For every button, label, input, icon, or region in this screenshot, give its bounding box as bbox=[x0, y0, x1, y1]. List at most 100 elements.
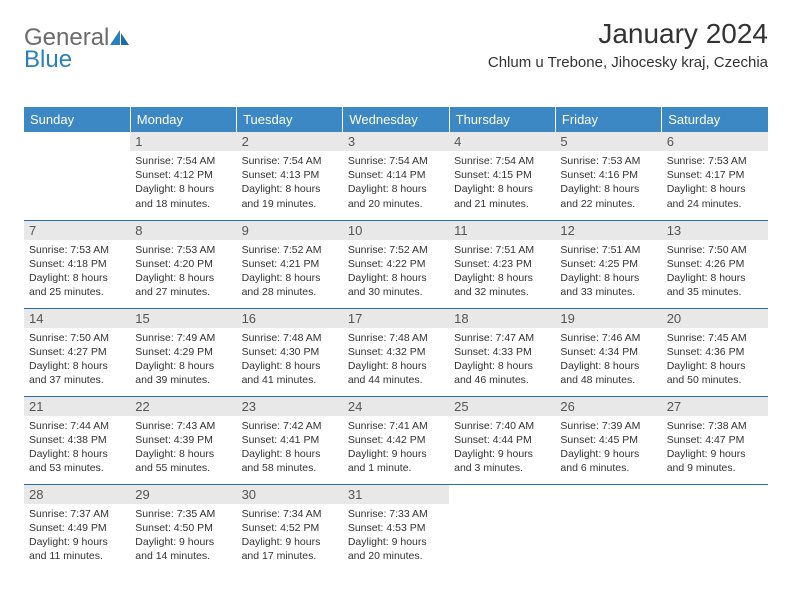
day-body: Sunrise: 7:40 AMSunset: 4:44 PMDaylight:… bbox=[449, 416, 555, 481]
page-header: General January 2024 Chlum u Trebone, Ji… bbox=[24, 18, 768, 75]
day-number: 20 bbox=[662, 309, 768, 328]
day-body: Sunrise: 7:48 AMSunset: 4:32 PMDaylight:… bbox=[343, 328, 449, 393]
calendar-cell: 31Sunrise: 7:33 AMSunset: 4:53 PMDayligh… bbox=[343, 484, 449, 572]
dow-header: Sunday bbox=[24, 107, 130, 132]
day-number: 30 bbox=[237, 485, 343, 504]
day-body: Sunrise: 7:44 AMSunset: 4:38 PMDaylight:… bbox=[24, 416, 130, 481]
day-number: 13 bbox=[662, 221, 768, 240]
logo-blue-row: Blue bbox=[24, 46, 72, 74]
calendar-cell: 23Sunrise: 7:42 AMSunset: 4:41 PMDayligh… bbox=[237, 396, 343, 484]
calendar-cell: 24Sunrise: 7:41 AMSunset: 4:42 PMDayligh… bbox=[343, 396, 449, 484]
day-body: Sunrise: 7:39 AMSunset: 4:45 PMDaylight:… bbox=[555, 416, 661, 481]
calendar-cell: 13Sunrise: 7:50 AMSunset: 4:26 PMDayligh… bbox=[662, 220, 768, 308]
calendar-week: 21Sunrise: 7:44 AMSunset: 4:38 PMDayligh… bbox=[24, 396, 768, 484]
day-number: 16 bbox=[237, 309, 343, 328]
dow-row: SundayMondayTuesdayWednesdayThursdayFrid… bbox=[24, 107, 768, 132]
calendar-cell: 21Sunrise: 7:44 AMSunset: 4:38 PMDayligh… bbox=[24, 396, 130, 484]
day-number: 26 bbox=[555, 397, 661, 416]
day-body: Sunrise: 7:52 AMSunset: 4:22 PMDaylight:… bbox=[343, 240, 449, 305]
calendar-cell: 29Sunrise: 7:35 AMSunset: 4:50 PMDayligh… bbox=[130, 484, 236, 572]
calendar-week: 14Sunrise: 7:50 AMSunset: 4:27 PMDayligh… bbox=[24, 308, 768, 396]
day-body: Sunrise: 7:42 AMSunset: 4:41 PMDaylight:… bbox=[237, 416, 343, 481]
day-number: 2 bbox=[237, 132, 343, 151]
day-body: Sunrise: 7:54 AMSunset: 4:14 PMDaylight:… bbox=[343, 151, 449, 216]
day-number: 15 bbox=[130, 309, 236, 328]
day-number: 21 bbox=[24, 397, 130, 416]
day-number: 22 bbox=[130, 397, 236, 416]
day-number: 25 bbox=[449, 397, 555, 416]
calendar-cell: 12Sunrise: 7:51 AMSunset: 4:25 PMDayligh… bbox=[555, 220, 661, 308]
calendar-cell: 4Sunrise: 7:54 AMSunset: 4:15 PMDaylight… bbox=[449, 132, 555, 220]
day-number: 24 bbox=[343, 397, 449, 416]
calendar-week: 28Sunrise: 7:37 AMSunset: 4:49 PMDayligh… bbox=[24, 484, 768, 572]
day-number: 12 bbox=[555, 221, 661, 240]
day-body: Sunrise: 7:48 AMSunset: 4:30 PMDaylight:… bbox=[237, 328, 343, 393]
day-body: Sunrise: 7:49 AMSunset: 4:29 PMDaylight:… bbox=[130, 328, 236, 393]
dow-header: Saturday bbox=[662, 107, 768, 132]
day-body: Sunrise: 7:35 AMSunset: 4:50 PMDaylight:… bbox=[130, 504, 236, 569]
day-number: 18 bbox=[449, 309, 555, 328]
logo-sail-icon bbox=[109, 28, 131, 46]
day-body: Sunrise: 7:43 AMSunset: 4:39 PMDaylight:… bbox=[130, 416, 236, 481]
day-number: 14 bbox=[24, 309, 130, 328]
calendar-cell: 30Sunrise: 7:34 AMSunset: 4:52 PMDayligh… bbox=[237, 484, 343, 572]
calendar-cell bbox=[449, 484, 555, 572]
calendar-cell: 22Sunrise: 7:43 AMSunset: 4:39 PMDayligh… bbox=[130, 396, 236, 484]
day-body: Sunrise: 7:47 AMSunset: 4:33 PMDaylight:… bbox=[449, 328, 555, 393]
dow-header: Wednesday bbox=[343, 107, 449, 132]
calendar-cell bbox=[662, 484, 768, 572]
calendar-cell: 11Sunrise: 7:51 AMSunset: 4:23 PMDayligh… bbox=[449, 220, 555, 308]
dow-header: Friday bbox=[555, 107, 661, 132]
dow-header: Thursday bbox=[449, 107, 555, 132]
day-body: Sunrise: 7:33 AMSunset: 4:53 PMDaylight:… bbox=[343, 504, 449, 569]
day-number: 8 bbox=[130, 221, 236, 240]
day-number: 31 bbox=[343, 485, 449, 504]
title-block: January 2024 Chlum u Trebone, Jihocesky … bbox=[488, 18, 768, 75]
day-number: 19 bbox=[555, 309, 661, 328]
day-number: 11 bbox=[449, 221, 555, 240]
day-body: Sunrise: 7:51 AMSunset: 4:25 PMDaylight:… bbox=[555, 240, 661, 305]
day-body: Sunrise: 7:38 AMSunset: 4:47 PMDaylight:… bbox=[662, 416, 768, 481]
day-body: Sunrise: 7:46 AMSunset: 4:34 PMDaylight:… bbox=[555, 328, 661, 393]
day-body: Sunrise: 7:53 AMSunset: 4:18 PMDaylight:… bbox=[24, 240, 130, 305]
day-number: 6 bbox=[662, 132, 768, 151]
calendar-cell: 8Sunrise: 7:53 AMSunset: 4:20 PMDaylight… bbox=[130, 220, 236, 308]
calendar-cell: 5Sunrise: 7:53 AMSunset: 4:16 PMDaylight… bbox=[555, 132, 661, 220]
calendar-cell: 19Sunrise: 7:46 AMSunset: 4:34 PMDayligh… bbox=[555, 308, 661, 396]
calendar-cell bbox=[555, 484, 661, 572]
calendar-cell: 25Sunrise: 7:40 AMSunset: 4:44 PMDayligh… bbox=[449, 396, 555, 484]
day-number: 4 bbox=[449, 132, 555, 151]
day-body: Sunrise: 7:50 AMSunset: 4:27 PMDaylight:… bbox=[24, 328, 130, 393]
day-body: Sunrise: 7:54 AMSunset: 4:12 PMDaylight:… bbox=[130, 151, 236, 216]
day-body: Sunrise: 7:54 AMSunset: 4:15 PMDaylight:… bbox=[449, 151, 555, 216]
dow-header: Tuesday bbox=[237, 107, 343, 132]
day-body: Sunrise: 7:53 AMSunset: 4:16 PMDaylight:… bbox=[555, 151, 661, 216]
day-body: Sunrise: 7:54 AMSunset: 4:13 PMDaylight:… bbox=[237, 151, 343, 216]
day-number: 9 bbox=[237, 221, 343, 240]
location-text: Chlum u Trebone, Jihocesky kraj, Czechia bbox=[488, 54, 768, 71]
day-body: Sunrise: 7:50 AMSunset: 4:26 PMDaylight:… bbox=[662, 240, 768, 305]
calendar-cell: 18Sunrise: 7:47 AMSunset: 4:33 PMDayligh… bbox=[449, 308, 555, 396]
calendar-cell: 15Sunrise: 7:49 AMSunset: 4:29 PMDayligh… bbox=[130, 308, 236, 396]
day-body: Sunrise: 7:52 AMSunset: 4:21 PMDaylight:… bbox=[237, 240, 343, 305]
day-number: 23 bbox=[237, 397, 343, 416]
logo-text-blue: Blue bbox=[24, 46, 72, 73]
day-body: Sunrise: 7:34 AMSunset: 4:52 PMDaylight:… bbox=[237, 504, 343, 569]
day-number: 10 bbox=[343, 221, 449, 240]
calendar-cell: 10Sunrise: 7:52 AMSunset: 4:22 PMDayligh… bbox=[343, 220, 449, 308]
day-body: Sunrise: 7:51 AMSunset: 4:23 PMDaylight:… bbox=[449, 240, 555, 305]
calendar-cell bbox=[24, 132, 130, 220]
calendar-cell: 9Sunrise: 7:52 AMSunset: 4:21 PMDaylight… bbox=[237, 220, 343, 308]
day-number: 27 bbox=[662, 397, 768, 416]
calendar-cell: 17Sunrise: 7:48 AMSunset: 4:32 PMDayligh… bbox=[343, 308, 449, 396]
dow-header: Monday bbox=[130, 107, 236, 132]
calendar-cell: 6Sunrise: 7:53 AMSunset: 4:17 PMDaylight… bbox=[662, 132, 768, 220]
month-title: January 2024 bbox=[488, 18, 768, 50]
day-body: Sunrise: 7:45 AMSunset: 4:36 PMDaylight:… bbox=[662, 328, 768, 393]
calendar-cell: 7Sunrise: 7:53 AMSunset: 4:18 PMDaylight… bbox=[24, 220, 130, 308]
calendar-cell: 1Sunrise: 7:54 AMSunset: 4:12 PMDaylight… bbox=[130, 132, 236, 220]
calendar-cell: 3Sunrise: 7:54 AMSunset: 4:14 PMDaylight… bbox=[343, 132, 449, 220]
calendar-cell: 28Sunrise: 7:37 AMSunset: 4:49 PMDayligh… bbox=[24, 484, 130, 572]
calendar-table: SundayMondayTuesdayWednesdayThursdayFrid… bbox=[24, 107, 768, 572]
day-number: 1 bbox=[130, 132, 236, 151]
